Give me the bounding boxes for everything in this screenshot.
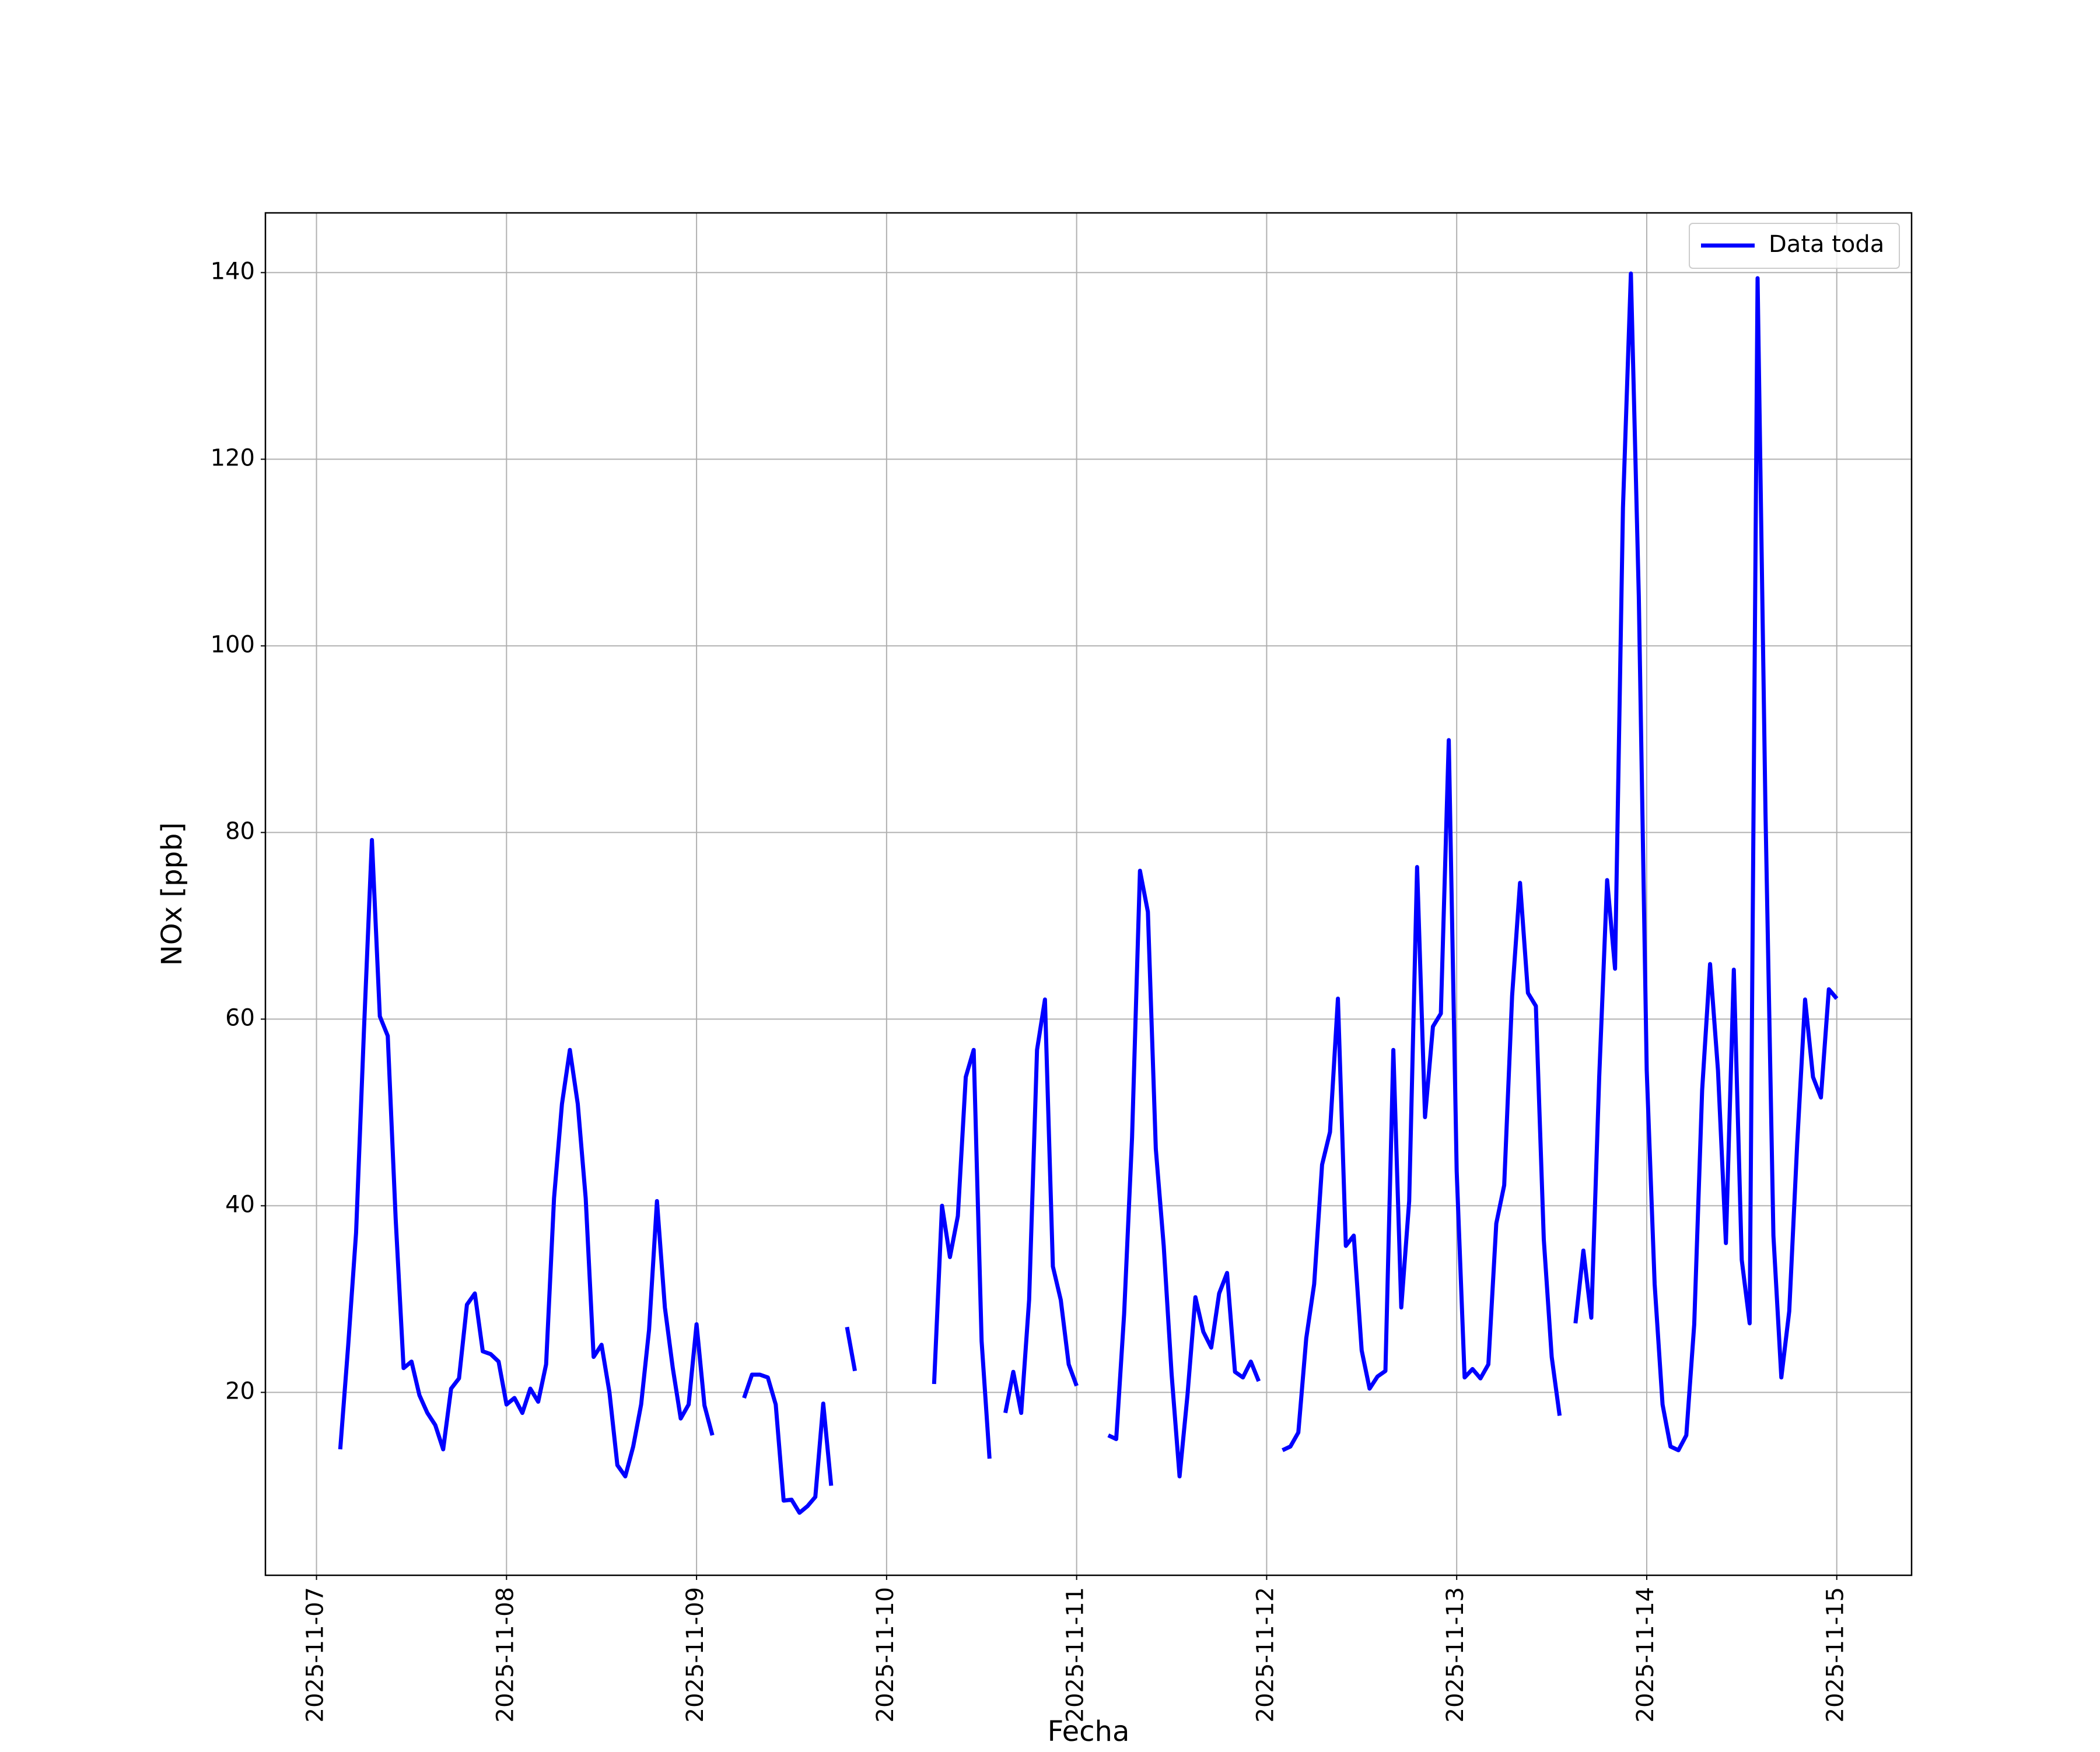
plot-frame xyxy=(264,212,1913,1576)
data-line xyxy=(338,271,1839,1515)
y-tick-label: 140 xyxy=(211,258,255,285)
y-tick-label: 60 xyxy=(225,1004,255,1031)
legend-label: Data toda xyxy=(1769,231,1884,258)
y-tick-label: 100 xyxy=(211,631,255,658)
x-axis-label: Fecha xyxy=(1048,1715,1130,1748)
x-tick-label: 2025-11-11 xyxy=(1062,1587,1089,1722)
y-tick-label: 20 xyxy=(225,1378,255,1404)
x-tick-label: 2025-11-15 xyxy=(1822,1587,1849,1722)
y-tick-label: 80 xyxy=(225,818,255,845)
legend-box xyxy=(1689,223,1900,269)
x-tick-label: 2025-11-07 xyxy=(302,1587,329,1722)
x-tick-label: 2025-11-14 xyxy=(1632,1587,1659,1722)
legend: Data toda xyxy=(1689,223,1900,269)
y-tick-label: 120 xyxy=(211,444,255,471)
x-tick-label: 2025-11-09 xyxy=(682,1587,709,1722)
x-tick-label: 2025-11-13 xyxy=(1442,1587,1469,1722)
x-tick-label: 2025-11-12 xyxy=(1252,1587,1279,1722)
y-tick-label: 40 xyxy=(225,1191,255,1218)
x-tick-label: 2025-11-10 xyxy=(872,1587,899,1722)
y-axis-label: NOx [ppb] xyxy=(156,822,188,966)
x-tick-label: 2025-11-08 xyxy=(492,1587,519,1722)
